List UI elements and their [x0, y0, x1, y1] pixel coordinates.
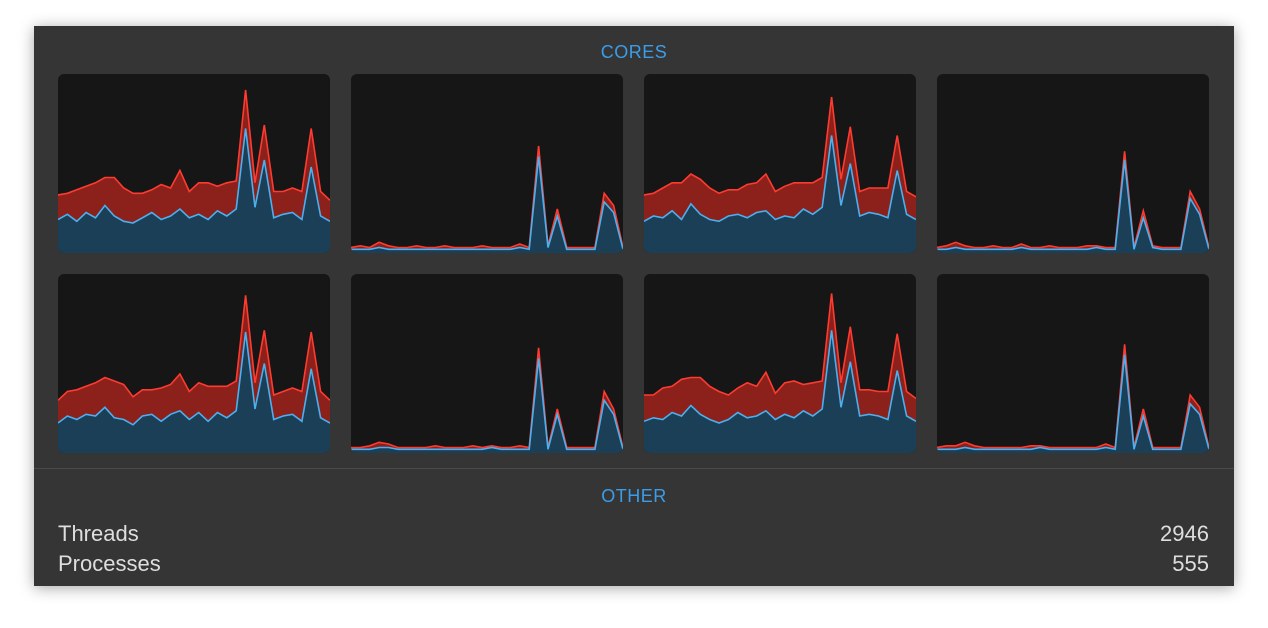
core-chart	[58, 74, 330, 253]
user-area	[644, 330, 916, 453]
user-line	[644, 135, 916, 223]
stat-row: Processes 555	[58, 551, 1209, 577]
user-line	[58, 331, 330, 426]
core-chart	[937, 74, 1209, 253]
user-line	[644, 330, 916, 424]
user-line	[351, 156, 623, 251]
user-line	[58, 128, 330, 224]
core-chart	[937, 274, 1209, 453]
stat-label: Threads	[58, 521, 139, 546]
panel: CORES OTHER Threads 2946 Processes 555	[34, 26, 1234, 586]
core-chart	[351, 74, 623, 253]
user-area	[58, 332, 330, 453]
plot	[351, 145, 623, 253]
plot	[351, 347, 623, 453]
system-area	[644, 293, 916, 423]
system-line	[644, 96, 916, 198]
chart-background	[351, 274, 623, 453]
core-chart	[351, 274, 623, 453]
system-line	[644, 293, 916, 400]
user-area	[351, 156, 623, 253]
section-title: CORES	[600, 42, 668, 62]
stat-row: Threads 2946	[58, 521, 1209, 547]
stat-value: 555	[1172, 551, 1209, 576]
chart-background	[937, 74, 1209, 253]
plot	[58, 89, 330, 253]
chart-background	[351, 74, 623, 253]
system-line	[58, 89, 330, 201]
user-area	[644, 135, 916, 253]
system-line	[351, 145, 623, 249]
plot	[644, 293, 916, 453]
user-line	[937, 159, 1209, 251]
user-line	[351, 358, 623, 451]
system-line	[58, 295, 330, 401]
user-line	[937, 354, 1209, 451]
stat-value: 2946	[1160, 521, 1209, 546]
core-chart	[644, 74, 916, 253]
stat-label: Processes	[58, 551, 161, 576]
plot	[937, 151, 1209, 253]
user-area	[351, 358, 623, 453]
user-area	[937, 160, 1209, 253]
plot	[937, 344, 1209, 453]
core-chart	[58, 274, 330, 453]
section-title: OTHER	[601, 486, 667, 506]
plot	[58, 295, 330, 453]
user-area	[937, 354, 1209, 453]
divider	[34, 468, 1234, 469]
core-chart	[644, 274, 916, 453]
system-line	[937, 151, 1209, 249]
chart-background	[937, 274, 1209, 453]
plot	[644, 96, 916, 253]
system-area	[58, 295, 330, 425]
system-line	[351, 347, 623, 449]
system-line	[937, 344, 1209, 449]
